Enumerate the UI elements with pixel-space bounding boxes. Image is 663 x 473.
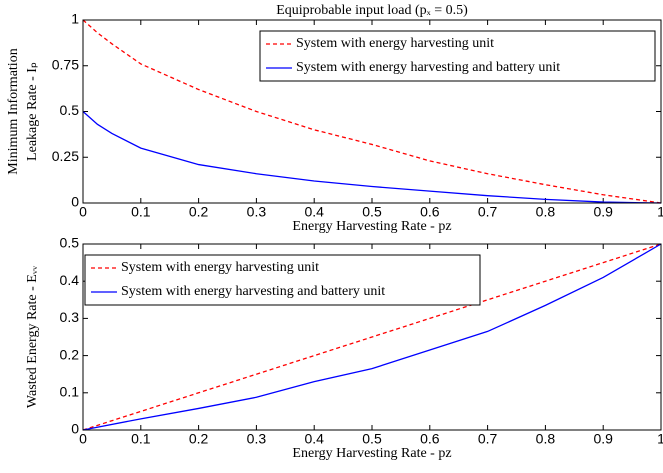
x-tick-label: 0.8	[536, 204, 556, 220]
x-tick-label: 0	[79, 204, 87, 220]
y-tick-label: 0.5	[60, 102, 80, 118]
x-tick-label: 0.4	[304, 204, 324, 220]
y-tick-label: 0.5	[60, 235, 80, 251]
y-axis-label: Minimum Information	[6, 48, 21, 174]
x-tick-label: 0.6	[420, 204, 440, 220]
legend-box	[84, 254, 481, 306]
y-tick-label: 0.1	[60, 384, 80, 400]
x-tick-label: 0.4	[304, 431, 324, 447]
x-tick-label: 0.3	[247, 431, 267, 447]
y-tick-label: 0.4	[60, 272, 80, 288]
y-axis-label: Leakage Rate - Iₚ	[25, 62, 40, 161]
x-tick-label: 0.7	[478, 204, 498, 220]
x-tick-label: 1	[657, 204, 663, 220]
y-tick-label: 0.3	[60, 309, 80, 325]
x-tick-label: 0.7	[478, 431, 498, 447]
x-tick-label: 0.2	[189, 204, 209, 220]
x-axis-label: Energy Harvesting Rate - pz	[292, 446, 451, 461]
series-line	[82, 243, 662, 431]
x-tick-label: 0.3	[247, 204, 267, 220]
x-tick-label: 0.6	[420, 431, 440, 447]
x-tick-label: 0.2	[189, 431, 209, 447]
legend-label: System with energy harvesting unit	[121, 260, 319, 275]
y-tick-label: 0.2	[60, 346, 80, 362]
legend-label: System with energy harvesting and batter…	[296, 60, 560, 75]
x-tick-label: 0.5	[362, 431, 382, 447]
series-line	[82, 243, 662, 431]
y-tick-label: 0.25	[52, 148, 79, 164]
y-tick-label: 0	[71, 194, 79, 210]
x-tick-label: 0.8	[536, 431, 556, 447]
x-tick-label: 0	[79, 431, 87, 447]
y-tick-label: 0.75	[52, 56, 79, 72]
x-tick-label: 1	[657, 431, 663, 447]
chart-title: Equiprobable input load (pₓ = 0.5)	[276, 3, 468, 18]
plot-frame	[82, 243, 662, 431]
y-tick-label: 0	[71, 421, 79, 437]
x-tick-label: 0.9	[593, 204, 613, 220]
series-line	[82, 111, 662, 204]
x-tick-label: 0.1	[131, 431, 151, 447]
y-axis-label: Wasted Energy Rate - Eᵥᵥ	[25, 265, 40, 408]
series-line	[82, 19, 662, 204]
plot-frame	[82, 19, 662, 204]
legend-label: System with energy harvesting and batter…	[121, 284, 385, 299]
x-tick-label: 0.9	[593, 431, 613, 447]
legend-label: System with energy harvesting unit	[296, 36, 494, 51]
x-axis-label: Energy Harvesting Rate - pz	[292, 219, 451, 234]
y-tick-label: 1	[71, 11, 79, 27]
legend-box	[259, 30, 656, 82]
x-tick-label: 0.1	[131, 204, 151, 220]
x-tick-label: 0.5	[362, 204, 382, 220]
